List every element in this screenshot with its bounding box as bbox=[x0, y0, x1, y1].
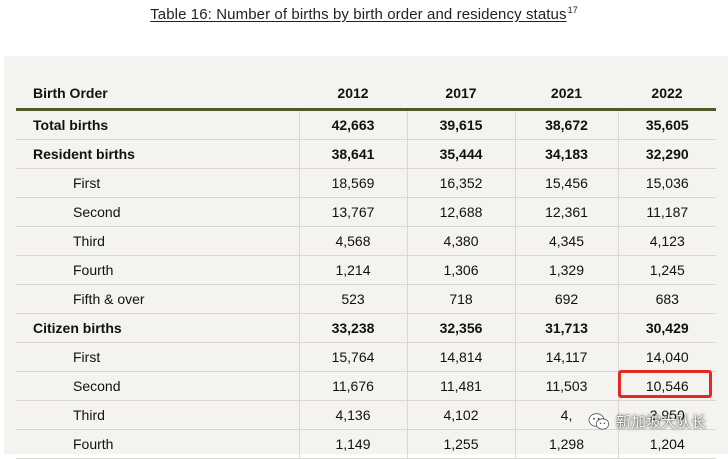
cell-2017: 14,814 bbox=[406, 342, 515, 372]
watermark: 新加坡大队长 bbox=[588, 411, 706, 432]
row-label: Third bbox=[16, 400, 299, 430]
footnote-marker: 17 bbox=[567, 5, 578, 15]
cell-2012: 4,136 bbox=[298, 400, 407, 430]
cell-2012: 33,238 bbox=[298, 313, 407, 343]
row-label: Fourth bbox=[16, 255, 299, 285]
cell-2017: 4,102 bbox=[406, 400, 515, 430]
cell-2021: 4,345 bbox=[514, 226, 618, 256]
row-label: Resident births bbox=[16, 139, 299, 169]
header-year-2021: 2021 bbox=[515, 78, 618, 111]
cell-2017: 4,380 bbox=[406, 226, 515, 256]
header-birth-order: Birth Order bbox=[16, 78, 299, 111]
cell-2017: 11,481 bbox=[406, 371, 515, 401]
cell-2021: 11,503 bbox=[514, 371, 618, 401]
header-year-2017: 2017 bbox=[407, 78, 515, 111]
row-label: Citizen births bbox=[16, 313, 299, 343]
cell-2022: 35,605 bbox=[617, 109, 716, 140]
table-panel: Birth Order 2012 2017 2021 2022 Total bi… bbox=[4, 56, 728, 459]
cell-2012: 38,641 bbox=[298, 139, 407, 169]
table-title: Table 16: Number of births by birth orde… bbox=[0, 5, 728, 23]
table-row: Fifth & over 523 718 692 683 bbox=[16, 284, 716, 314]
cell-2012: 523 bbox=[298, 284, 407, 314]
header-year-2012: 2012 bbox=[299, 78, 407, 111]
cell-2012: 1,149 bbox=[298, 429, 407, 459]
table-title-text: Table 16: Number of births by birth orde… bbox=[150, 6, 567, 23]
cell-2017: 1,306 bbox=[406, 255, 515, 285]
table-row: Citizen births 33,238 32,356 31,713 30,429 bbox=[16, 313, 716, 343]
cell-2021: 38,672 bbox=[514, 109, 618, 140]
cell-2022: 683 bbox=[617, 284, 716, 314]
cell-2017: 1,255 bbox=[406, 429, 515, 459]
cell-2012: 4,568 bbox=[298, 226, 407, 256]
births-table: Birth Order 2012 2017 2021 2022 Total bi… bbox=[16, 78, 716, 459]
cell-2022: 1,204 bbox=[617, 429, 716, 459]
cell-2021: 1,298 bbox=[514, 429, 618, 459]
watermark-text: 新加坡大队长 bbox=[615, 414, 706, 431]
table-row: Fourth 1,214 1,306 1,329 1,245 bbox=[16, 255, 716, 285]
cell-2021: 12,361 bbox=[514, 197, 618, 227]
cell-2017: 16,352 bbox=[406, 168, 515, 198]
header-year-2022: 2022 bbox=[618, 78, 716, 111]
table-row: First 18,569 16,352 15,456 15,036 bbox=[16, 168, 716, 198]
cell-2012: 18,569 bbox=[298, 168, 407, 198]
cell-2012: 13,767 bbox=[298, 197, 407, 227]
cell-2022: 32,290 bbox=[617, 139, 716, 169]
cell-2022: 11,187 bbox=[617, 197, 716, 227]
cell-2022: 1,245 bbox=[617, 255, 716, 285]
cell-2012: 42,663 bbox=[298, 109, 407, 140]
row-label: Third bbox=[16, 226, 299, 256]
cell-2022: 15,036 bbox=[617, 168, 716, 198]
wechat-icon bbox=[588, 412, 610, 432]
cell-2017: 39,615 bbox=[406, 109, 515, 140]
cell-2017: 12,688 bbox=[406, 197, 515, 227]
cell-2021: 34,183 bbox=[514, 139, 618, 169]
table-row: Third 4,136 4,102 4, 3,950 bbox=[16, 400, 716, 430]
cell-2021: 15,456 bbox=[514, 168, 618, 198]
cell-2021: 692 bbox=[514, 284, 618, 314]
cell-2012: 15,764 bbox=[298, 342, 407, 372]
table-row: Third 4,568 4,380 4,345 4,123 bbox=[16, 226, 716, 256]
cell-2022: 4,123 bbox=[617, 226, 716, 256]
row-label: Total births bbox=[16, 109, 299, 140]
cell-2012: 1,214 bbox=[298, 255, 407, 285]
table-row: Fourth 1,149 1,255 1,298 1,204 bbox=[16, 429, 716, 459]
table-row: Total births 42,663 39,615 38,672 35,605 bbox=[16, 109, 716, 140]
row-label: Fourth bbox=[16, 429, 299, 459]
cell-2021: 14,117 bbox=[514, 342, 618, 372]
row-label: Second bbox=[16, 371, 299, 401]
cell-2022: 14,040 bbox=[617, 342, 716, 372]
row-label: Fifth & over bbox=[16, 284, 299, 314]
cell-2022: 10,546 bbox=[617, 371, 716, 401]
table-row: Second 13,767 12,688 12,361 11,187 bbox=[16, 197, 716, 227]
cell-2022: 3,950 bbox=[617, 400, 716, 430]
row-label: Second bbox=[16, 197, 299, 227]
header-row: Birth Order 2012 2017 2021 2022 bbox=[16, 78, 716, 111]
table-row: Resident births 38,641 35,444 34,183 32,290 bbox=[16, 139, 716, 169]
row-label: First bbox=[16, 342, 299, 372]
cell-2012: 11,676 bbox=[298, 371, 407, 401]
cell-2017: 32,356 bbox=[406, 313, 515, 343]
cell-2022: 30,429 bbox=[617, 313, 716, 343]
table-row: First 15,764 14,814 14,117 14,040 bbox=[16, 342, 716, 372]
cell-2017: 718 bbox=[406, 284, 515, 314]
cell-2021: 31,713 bbox=[514, 313, 618, 343]
cell-2017: 35,444 bbox=[406, 139, 515, 169]
cell-2021: 1,329 bbox=[514, 255, 618, 285]
table-row: Second 11,676 11,481 11,503 10,546 bbox=[16, 371, 716, 401]
row-label: First bbox=[16, 168, 299, 198]
